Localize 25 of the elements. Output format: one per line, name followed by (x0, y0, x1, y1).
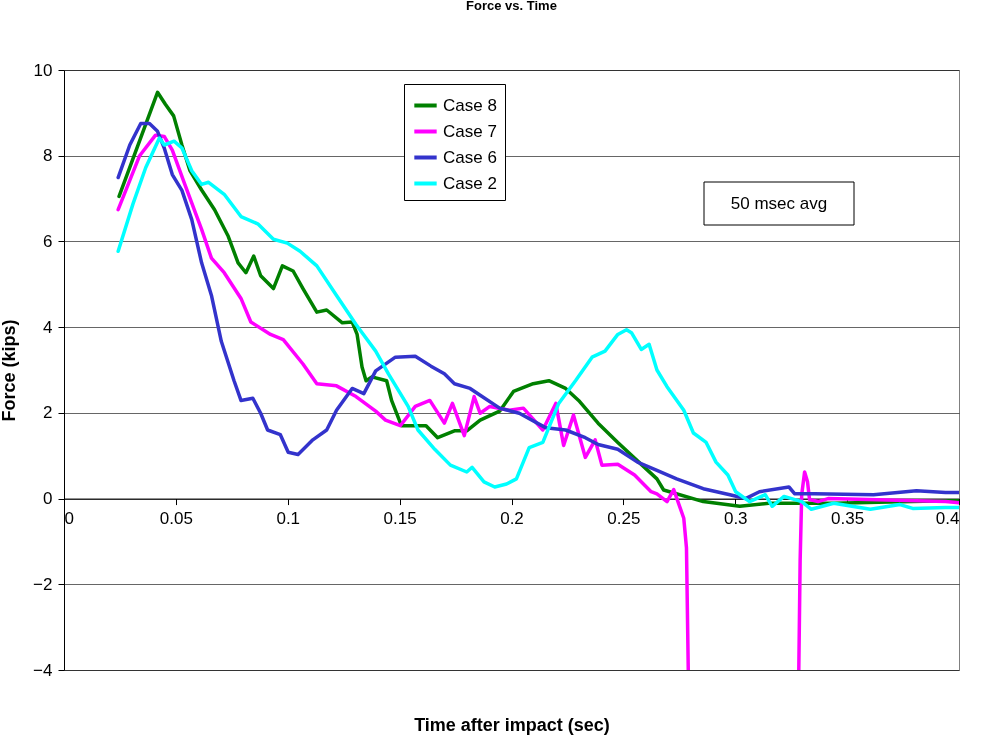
y-tick-label: −4 (33, 660, 53, 680)
chart-title: Force vs. Time (466, 0, 557, 13)
x-tick-label: 0 (64, 509, 74, 529)
x-tick-label: 0.4 (935, 509, 960, 529)
y-tick-label: 4 (43, 317, 53, 337)
x-tick-label: 0.3 (723, 509, 748, 529)
x-tick-label: 0.1 (276, 509, 301, 529)
annotation: 50 msec avg (730, 194, 828, 213)
legend-label: Case 8 (443, 95, 497, 115)
y-tick-label: 6 (43, 231, 53, 251)
x-tick-label: 0.05 (159, 509, 193, 529)
legend-label: Case 7 (443, 121, 497, 141)
legend-label: Case 2 (443, 173, 497, 193)
x-tick-label: 0.2 (500, 509, 524, 529)
y-tick-label: 0 (43, 489, 53, 509)
x-tick-label: 0.25 (607, 509, 641, 529)
y-axis-title: Force (kips) (0, 319, 20, 422)
y-tick-label: 10 (33, 60, 53, 80)
y-tick-label: 8 (43, 146, 53, 166)
x-axis-title: Time after impact (sec) (414, 714, 610, 735)
x-tick-label: 0.35 (831, 509, 865, 529)
y-tick-label: 2 (43, 403, 53, 423)
y-tick-label: −2 (33, 574, 53, 594)
legend-label: Case 6 (443, 147, 497, 167)
x-tick-label: 0.15 (383, 509, 417, 529)
